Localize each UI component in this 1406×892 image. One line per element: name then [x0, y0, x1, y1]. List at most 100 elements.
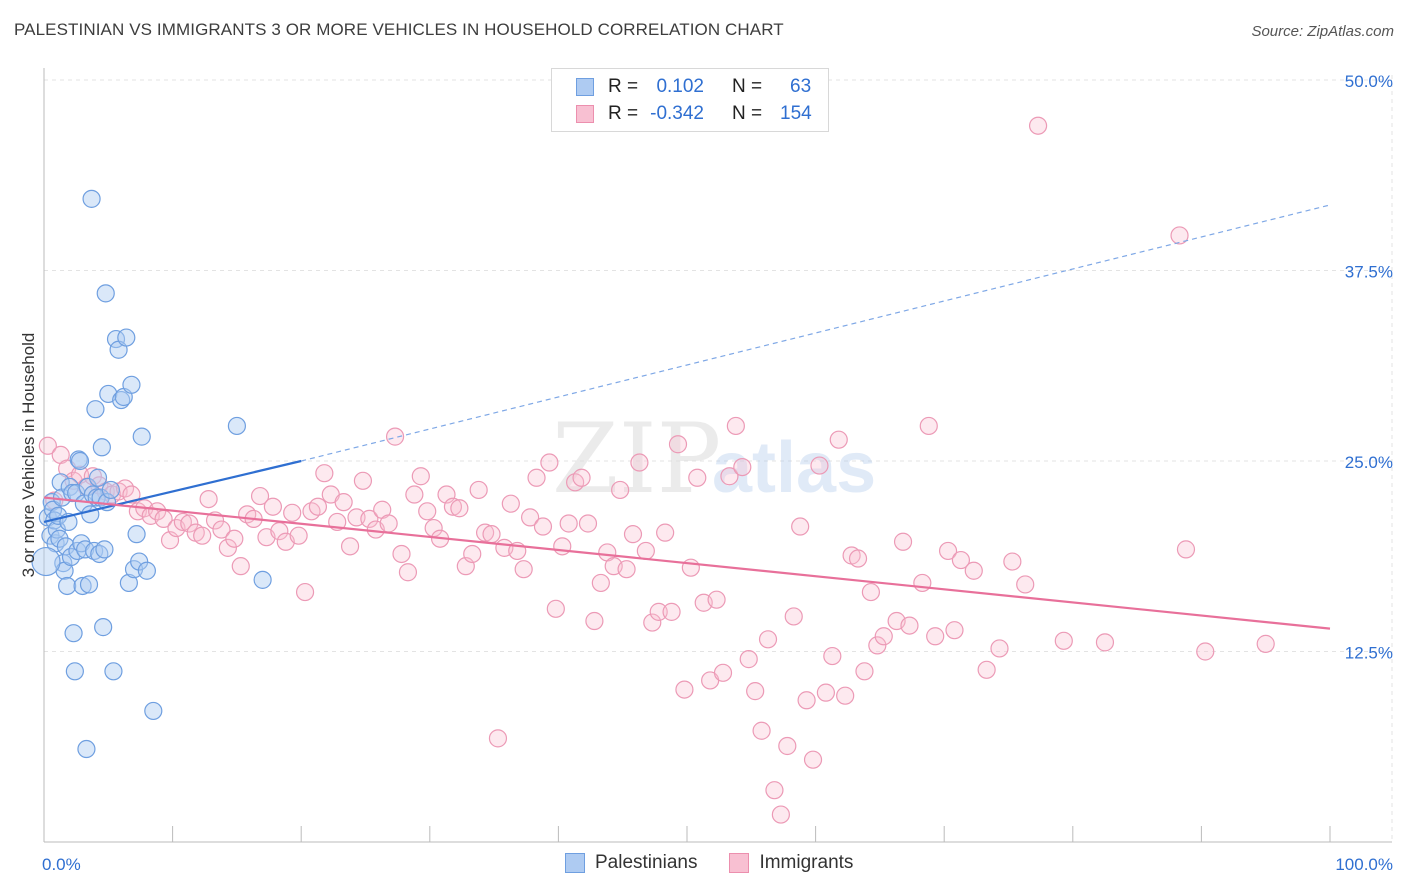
- series-legend: Palestinians Immigrants: [565, 852, 885, 874]
- immigrants-point: [488, 729, 508, 748]
- palestinians-point: [58, 576, 77, 596]
- immigrants-point: [263, 497, 283, 516]
- immigrants-point: [360, 509, 379, 529]
- immigrants-point: [527, 468, 546, 487]
- immigrants-point: [1003, 552, 1022, 571]
- immigrants-point: [713, 663, 733, 682]
- legend-item-palestinians[interactable]: Palestinians: [565, 852, 697, 874]
- immigrants-point: [791, 517, 810, 536]
- r-label: R =: [608, 103, 639, 124]
- immigrants-point: [739, 650, 758, 669]
- palestinians-point: [56, 537, 75, 556]
- immigrants-point: [726, 416, 745, 436]
- axes: [43, 68, 1392, 843]
- legend-item-immigrants[interactable]: Immigrants: [729, 852, 853, 874]
- y-tick-label: 12.5%: [1345, 644, 1393, 663]
- immigrants-point: [656, 523, 675, 542]
- palestinians-point: [117, 328, 136, 347]
- immigrants-point: [861, 582, 880, 602]
- immigrants-point: [733, 457, 752, 477]
- immigrants-point: [443, 497, 463, 516]
- palestinians-point: [95, 540, 114, 559]
- immigrants-point: [919, 416, 938, 436]
- immigrants-point: [591, 573, 610, 593]
- immigrants-point: [913, 573, 932, 593]
- immigrants-point: [623, 525, 643, 544]
- immigrants-point: [540, 453, 559, 472]
- immigrants-point: [289, 526, 308, 545]
- immigrants-point: [173, 512, 192, 532]
- immigrants-point: [1196, 642, 1215, 661]
- y-tick-label: 25.0%: [1345, 453, 1393, 472]
- palestinians-point: [94, 618, 113, 637]
- trend-lines: [43, 204, 1331, 630]
- r-value: -0.342: [650, 103, 704, 124]
- immigrants-point: [1028, 116, 1048, 135]
- immigrants-point: [874, 627, 893, 646]
- immigrants-point: [463, 544, 482, 564]
- source-label: Source: ZipAtlas.com: [1251, 23, 1394, 40]
- immigrants-point: [868, 636, 887, 655]
- immigrants-point: [1054, 631, 1073, 650]
- immigrants-point: [823, 646, 842, 666]
- immigrants-point: [308, 497, 328, 516]
- immigrants-point: [578, 514, 598, 533]
- palestinians-point: [64, 624, 83, 643]
- immigrants-point: [218, 538, 237, 557]
- immigrants-point: [482, 525, 501, 544]
- data-points: [31, 116, 1275, 824]
- immigrants-point: [675, 680, 694, 699]
- immigrants-point: [514, 560, 533, 579]
- immigrants-point: [38, 436, 57, 455]
- immigrants-point: [707, 590, 726, 609]
- immigrants-point: [964, 561, 983, 580]
- palestinians-point: [51, 473, 70, 492]
- immigrants-point: [836, 686, 855, 705]
- immigrants-point: [283, 503, 302, 522]
- palestinians-trend-line: [43, 459, 302, 524]
- immigrants-point: [450, 499, 469, 518]
- immigrants-point: [977, 660, 996, 679]
- immigrants-point: [803, 750, 823, 769]
- palestinians-point: [31, 546, 61, 577]
- legend-label-palestinians: Palestinians: [595, 852, 698, 873]
- immigrants-point: [533, 517, 553, 536]
- immigrants-point: [199, 490, 218, 509]
- immigrants-point: [720, 467, 739, 486]
- grid-lines: [44, 75, 1393, 842]
- immigrants-point: [315, 464, 334, 483]
- immigrants-point: [385, 427, 405, 446]
- immigrants-point: [231, 557, 250, 576]
- immigrants-point: [778, 736, 797, 756]
- immigrants-point: [752, 721, 771, 740]
- immigrants-point: [559, 514, 578, 533]
- immigrants-point: [1176, 540, 1196, 559]
- immigrants-point: [797, 691, 816, 710]
- palestinians-point: [73, 576, 92, 596]
- immigrants-point: [636, 541, 655, 561]
- immigrants-point: [398, 563, 418, 582]
- watermark-atlas: atlas: [712, 428, 876, 508]
- palestinians-point: [104, 662, 123, 681]
- immigrants-point: [212, 520, 231, 539]
- immigrants-point: [572, 468, 591, 487]
- immigrants-point: [758, 630, 778, 649]
- immigrants-point: [643, 613, 662, 632]
- immigrants-point: [469, 480, 488, 500]
- palestinians-point: [88, 468, 108, 487]
- palestinians-point: [101, 480, 120, 500]
- immigrants-trend-line: [43, 496, 1331, 630]
- palestinians-point: [132, 427, 151, 446]
- immigrants-point: [771, 805, 790, 824]
- n-label: N =: [732, 76, 763, 97]
- immigrants-point: [617, 560, 636, 579]
- immigrants-point: [990, 639, 1009, 658]
- watermark-zip: ZIP: [552, 403, 721, 515]
- palestinians-point: [122, 375, 141, 394]
- immigrants-point: [475, 523, 495, 542]
- palestinians-point: [119, 573, 138, 593]
- palestinians-point: [70, 451, 90, 471]
- immigrants-point: [893, 532, 913, 551]
- immigrants-point: [688, 468, 707, 487]
